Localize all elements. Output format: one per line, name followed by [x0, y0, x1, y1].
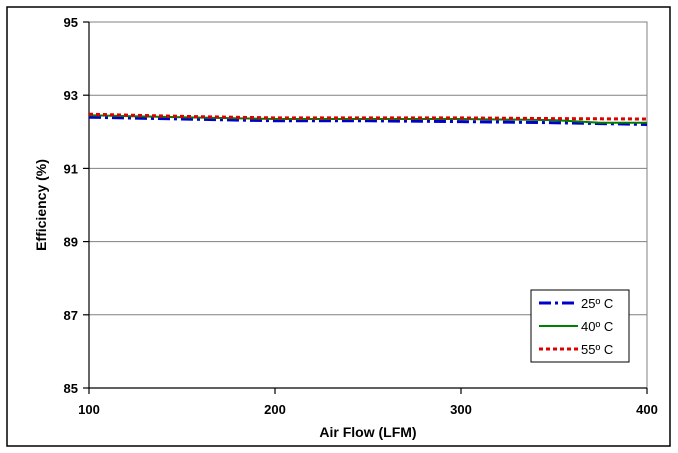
grid-lines	[89, 94, 647, 316]
legend: 25º C 40º C 55º C	[530, 289, 630, 363]
y-axis-title: Efficiency (%)	[33, 159, 49, 251]
x-axis-title: Air Flow (LFM)	[319, 424, 416, 440]
y-tick-label: 91	[64, 161, 78, 176]
y-ticks: 85 87 89 91 93 95	[64, 15, 89, 396]
x-tick-label: 400	[636, 402, 658, 417]
legend-label-3: 55º C	[581, 342, 613, 357]
y-tick-label: 95	[64, 15, 78, 30]
legend-label-1: 25º C	[581, 296, 613, 311]
y-tick-label: 87	[64, 308, 78, 323]
y-tick-label: 85	[64, 381, 78, 396]
x-tick-label: 200	[264, 402, 286, 417]
series-line-1	[88, 115, 648, 126]
x-ticks: 100 200 300 400	[78, 388, 658, 417]
x-tick-label: 300	[450, 402, 472, 417]
legend-label-2: 40º C	[581, 319, 613, 334]
series-group	[88, 112, 648, 126]
y-tick-label: 93	[64, 88, 78, 103]
x-tick-label: 100	[78, 402, 100, 417]
y-tick-label: 89	[64, 235, 78, 250]
series-line-3	[88, 112, 648, 121]
